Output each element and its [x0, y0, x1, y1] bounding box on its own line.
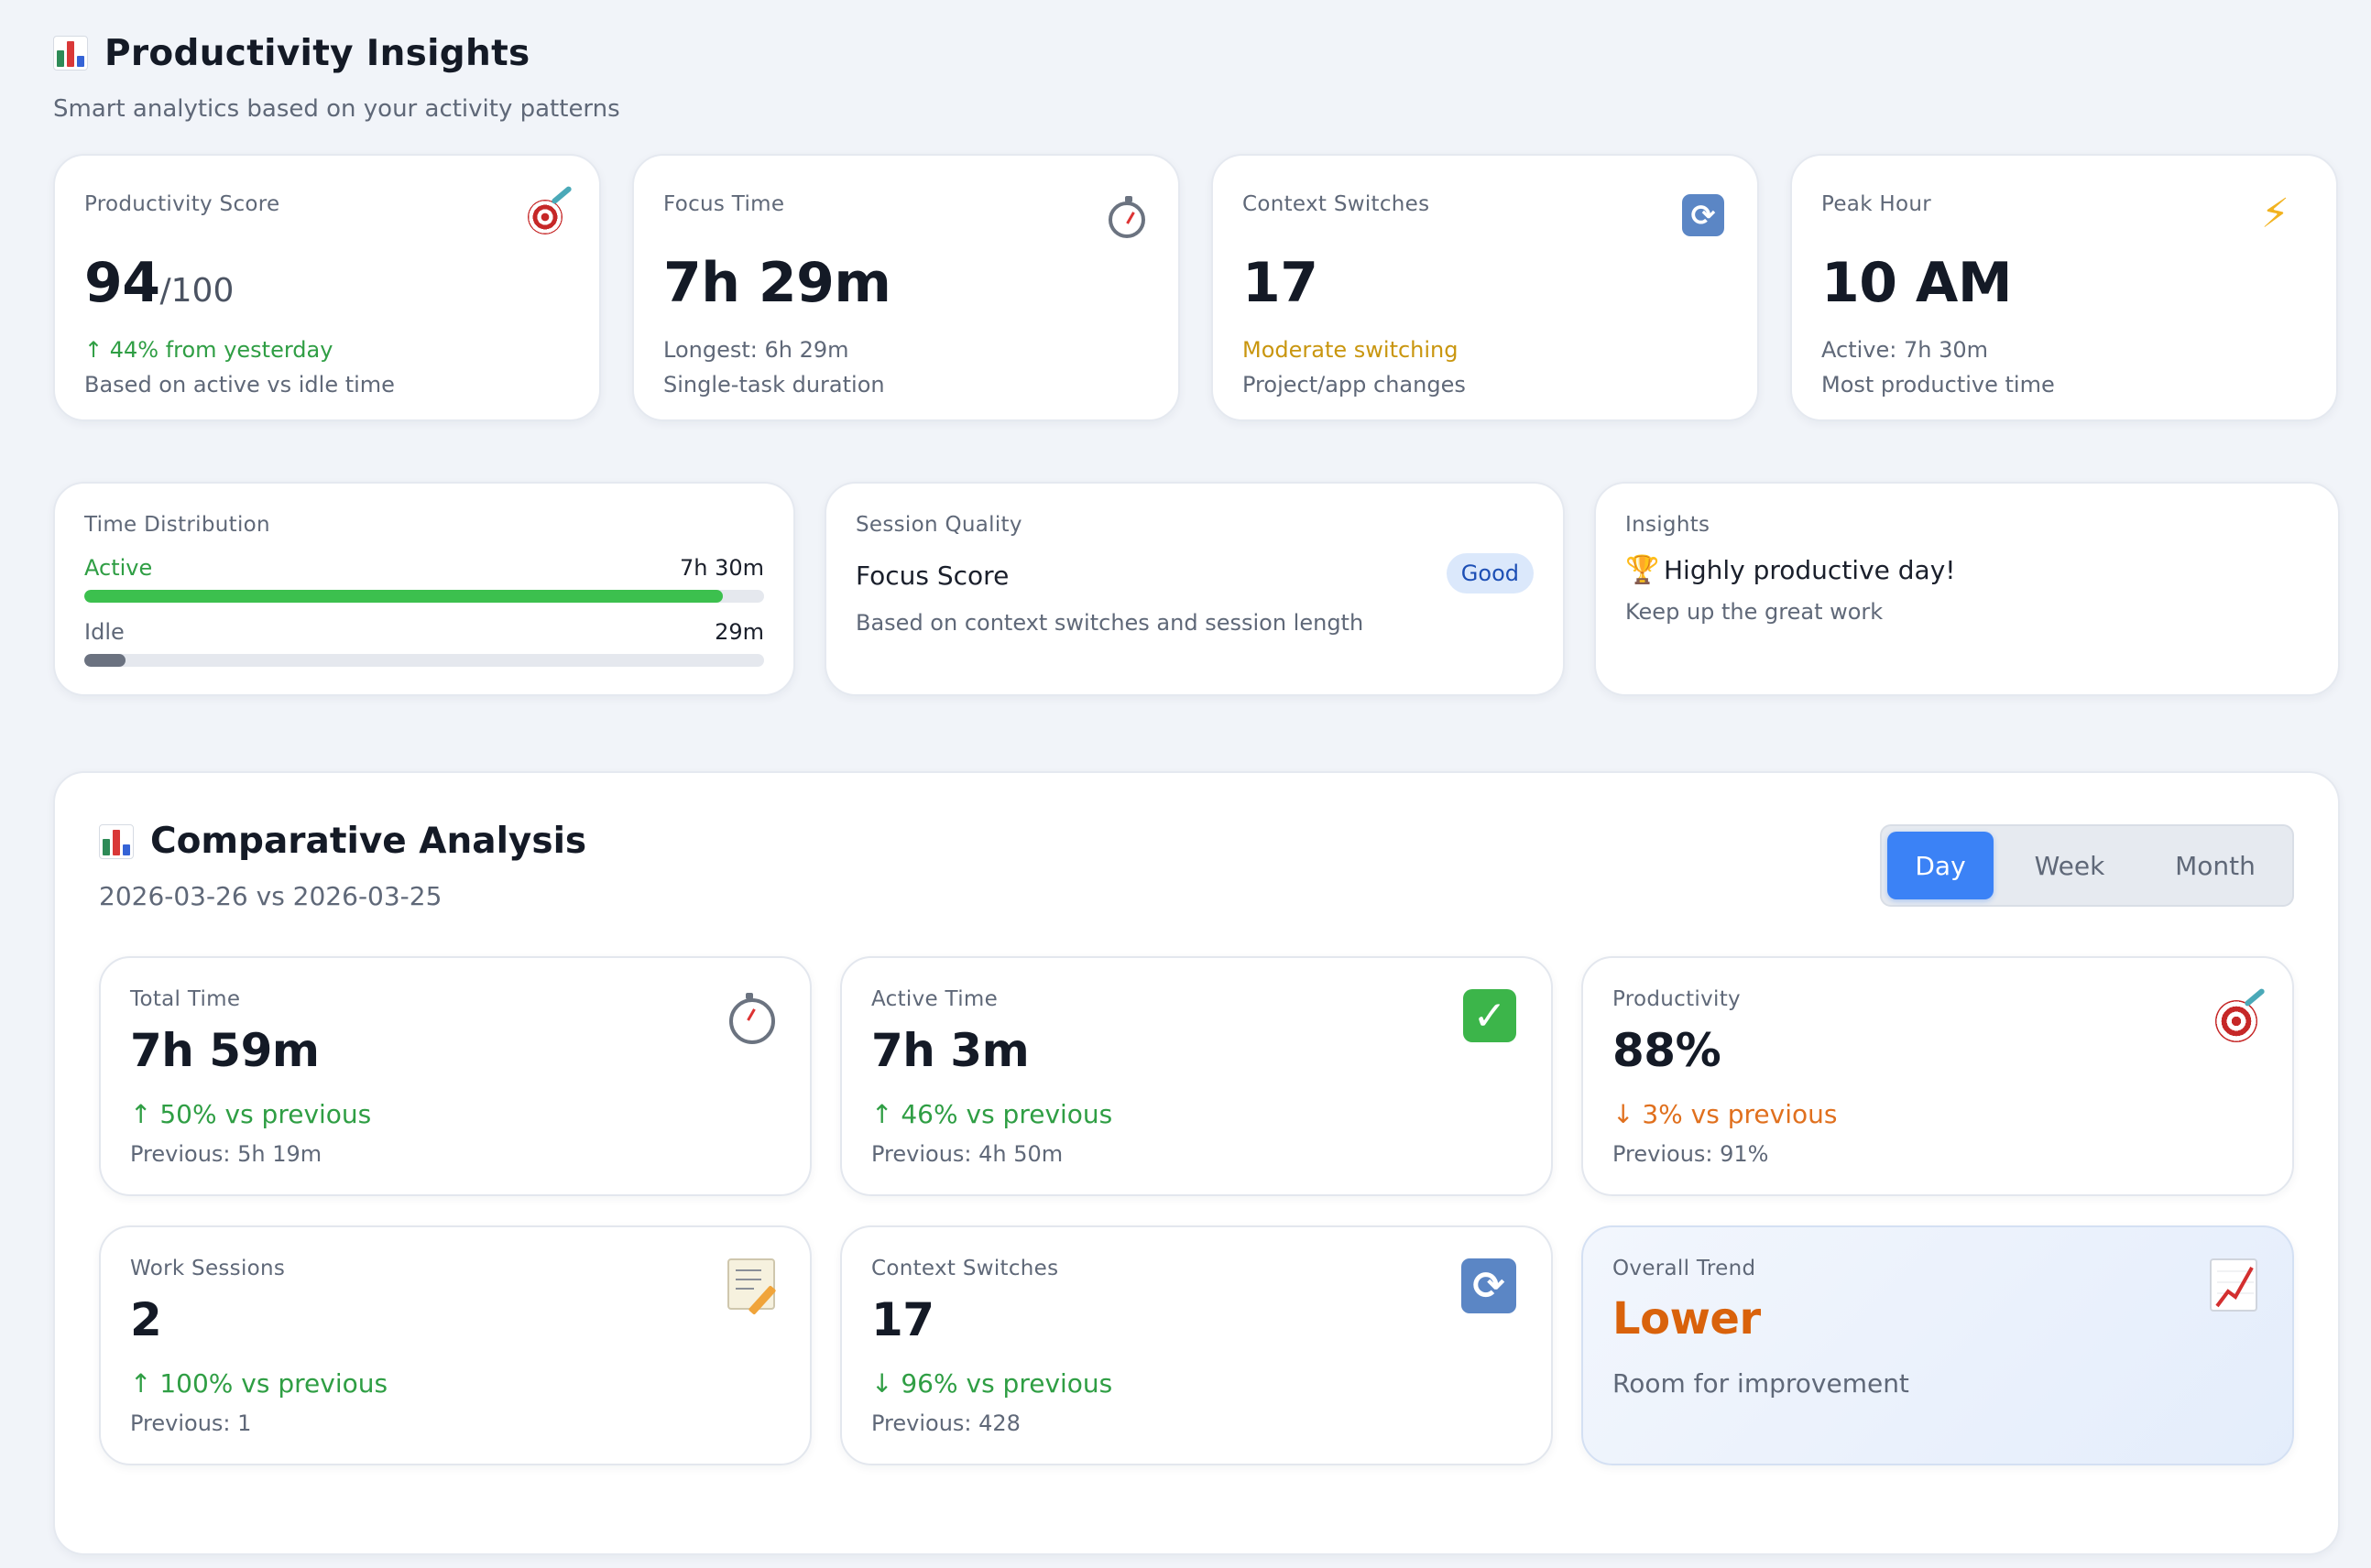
switches-note: Project/app changes	[1242, 372, 1466, 397]
metric-previous: Previous: 4h 50m	[871, 1141, 1064, 1167]
idle-label: Idle	[84, 619, 125, 645]
active-label: Active	[84, 555, 153, 581]
insights-card: Insights 🏆 Highly productive day! Keep u…	[1594, 482, 2340, 696]
focus-time-card: Focus Time 7h 29m Longest: 6h 29m Single…	[632, 154, 1180, 421]
lightning-icon: ⚡	[2261, 191, 2289, 237]
period-selector: Day Week Month	[1880, 824, 2294, 907]
metric-label: Active Time	[871, 987, 999, 1011]
comparative-title: Comparative Analysis	[150, 821, 587, 862]
metric-change: ↑ 100% vs previous	[130, 1368, 388, 1399]
overall-trend-card: Overall Trend Lower Room for improvement	[1581, 1225, 2294, 1465]
active-time-card: Active Time ✓ 7h 3m ↑ 46% vs previous Pr…	[840, 956, 1553, 1196]
metric-value: 2	[130, 1293, 162, 1346]
sync-icon: ⟳	[1461, 1258, 1516, 1313]
idle-bar-fill	[84, 654, 126, 667]
context-switches-compare-card: Context Switches ⟳ 17 ↓ 96% vs previous …	[840, 1225, 1553, 1465]
card-label: Context Switches	[1242, 192, 1430, 216]
focus-longest: Longest: 6h 29m	[663, 337, 849, 363]
focus-note: Single-task duration	[663, 372, 885, 397]
productivity-score-card: Productivity Score 94/100 ↑ 44% from yes…	[53, 154, 601, 421]
active-bar-fill	[84, 590, 724, 603]
trophy-icon: 🏆	[1625, 553, 1660, 586]
productivity-change: ↑ 44% from yesterday	[84, 337, 333, 363]
metric-previous: Previous: 428	[871, 1410, 1021, 1436]
card-label: Productivity Score	[84, 192, 280, 216]
idle-bar	[84, 654, 764, 667]
focus-score-title: Focus Score	[856, 561, 1010, 591]
metric-previous: Previous: 1	[130, 1410, 252, 1436]
target-icon	[524, 185, 573, 240]
insight-desc: Keep up the great work	[1625, 599, 1884, 625]
metric-value: 88%	[1612, 1024, 1721, 1077]
bar-chart-icon	[53, 36, 88, 71]
insight-title: Highly productive day!	[1664, 555, 1956, 585]
period-month-button[interactable]: Month	[2175, 850, 2256, 881]
peak-hour-card: Peak Hour ⚡ 10 AM Active: 7h 30m Most pr…	[1790, 154, 2338, 421]
metric-label: Context Switches	[871, 1257, 1059, 1280]
session-quality-card: Session Quality Focus Score Good Based o…	[825, 482, 1565, 696]
page-subtitle: Smart analytics based on your activity p…	[53, 95, 620, 123]
period-day-button[interactable]: Day	[1887, 832, 1994, 899]
card-label: Peak Hour	[1821, 192, 1932, 216]
card-label: Focus Time	[663, 192, 785, 216]
productivity-card: Productivity 88% ↓ 3% vs previous Previo…	[1581, 956, 2294, 1196]
comparative-header: Comparative Analysis	[99, 821, 586, 862]
context-switches-value: 17	[1242, 251, 1318, 315]
comparison-dates: 2026-03-26 vs 2026-03-25	[99, 881, 443, 911]
chart-increasing-icon	[2210, 1258, 2257, 1312]
active-bar	[84, 590, 764, 603]
work-sessions-card: Work Sessions 2 ↑ 100% vs previous Previ…	[99, 1225, 812, 1465]
active-value: 7h 30m	[679, 555, 764, 581]
context-switches-card: Context Switches ⟳ 17 Moderate switching…	[1211, 154, 1759, 421]
metric-label: Overall Trend	[1612, 1257, 1756, 1280]
peak-hour-value: 10 AM	[1821, 251, 2013, 315]
status-badge: Good	[1446, 553, 1534, 593]
focus-time-value: 7h 29m	[663, 251, 891, 315]
bar-chart-icon	[99, 823, 134, 859]
metric-previous: Previous: 5h 19m	[130, 1141, 322, 1167]
overall-trend-value: Lower	[1612, 1293, 1761, 1345]
metric-value: 7h 3m	[871, 1024, 1030, 1077]
idle-value: 29m	[715, 619, 764, 645]
stopwatch-icon	[1103, 194, 1149, 240]
metric-change: ↓ 3% vs previous	[1612, 1099, 1838, 1129]
target-icon	[2215, 987, 2266, 1042]
productivity-note: Based on active vs idle time	[84, 372, 395, 397]
metric-label: Total Time	[130, 987, 241, 1011]
card-label: Insights	[1625, 513, 1710, 537]
metric-previous: Previous: 91%	[1612, 1141, 1769, 1167]
stopwatch-icon	[729, 989, 775, 1044]
card-label: Session Quality	[856, 513, 1022, 537]
switching-level: Moderate switching	[1242, 337, 1459, 363]
peak-active: Active: 7h 30m	[1821, 337, 1988, 363]
check-icon: ✓	[1463, 989, 1516, 1042]
metric-change: ↓ 96% vs previous	[871, 1368, 1113, 1399]
metric-change: ↑ 50% vs previous	[130, 1099, 372, 1129]
metric-label: Productivity	[1612, 987, 1741, 1011]
time-distribution-card: Time Distribution Active 7h 30m Idle 29m	[53, 482, 795, 696]
comparative-analysis-panel: Comparative Analysis 2026-03-26 vs 2026-…	[53, 771, 2340, 1555]
card-label: Time Distribution	[84, 513, 270, 537]
page-header: Productivity Insights	[53, 27, 2340, 79]
session-quality-desc: Based on context switches and session le…	[856, 610, 1364, 636]
productivity-score-value: 94/100	[84, 251, 235, 315]
period-week-button[interactable]: Week	[2034, 850, 2105, 881]
sync-icon: ⟳	[1682, 194, 1728, 240]
metric-label: Work Sessions	[130, 1257, 286, 1280]
metric-value: 7h 59m	[130, 1024, 320, 1077]
peak-note: Most productive time	[1821, 372, 2055, 397]
metric-change: ↑ 46% vs previous	[871, 1099, 1113, 1129]
metric-value: 17	[871, 1293, 934, 1346]
insight-headline: 🏆 Highly productive day!	[1625, 555, 1956, 585]
memo-icon	[727, 1258, 777, 1315]
overall-trend-desc: Room for improvement	[1612, 1368, 1909, 1399]
productivity-insights-page: Productivity Insights Smart analytics ba…	[53, 27, 2340, 1555]
total-time-card: Total Time 7h 59m ↑ 50% vs previous Prev…	[99, 956, 812, 1196]
page-title: Productivity Insights	[104, 32, 530, 74]
